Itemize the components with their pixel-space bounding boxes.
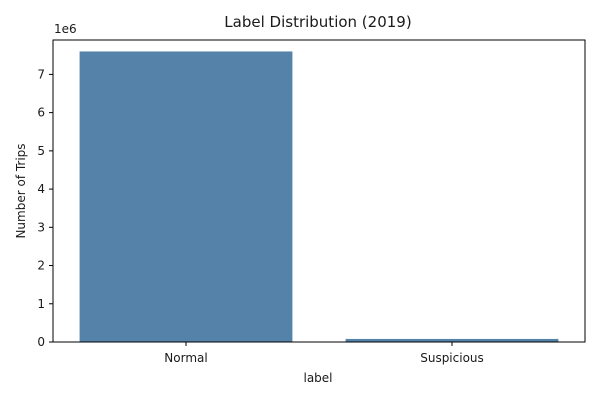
y-tick-label: 4 [37, 182, 45, 196]
y-axis-ticks: 0 1 2 3 4 5 6 7 [37, 67, 53, 349]
y-tick-label: 7 [37, 67, 45, 81]
y-axis-multiplier: 1e6 [54, 22, 77, 36]
bar-normal [79, 51, 293, 342]
y-axis-label: Number of Trips [14, 143, 28, 238]
y-tick-label: 3 [37, 220, 45, 234]
x-tick-label: Normal [164, 351, 207, 365]
x-axis-label: label [303, 371, 332, 385]
bars-group [79, 51, 559, 342]
y-tick-label: 0 [37, 335, 45, 349]
plot-frame [52, 39, 586, 343]
y-tick-label: 2 [37, 259, 45, 273]
y-tick-label: 1 [37, 297, 45, 311]
y-tick-label: 5 [37, 144, 45, 158]
x-axis-ticks: Normal Suspicious [164, 342, 484, 365]
y-tick-label: 6 [37, 106, 45, 120]
chart-title: Label Distribution (2019) [224, 13, 411, 31]
x-tick-label: Suspicious [420, 351, 484, 365]
bar-suspicious [345, 338, 559, 342]
